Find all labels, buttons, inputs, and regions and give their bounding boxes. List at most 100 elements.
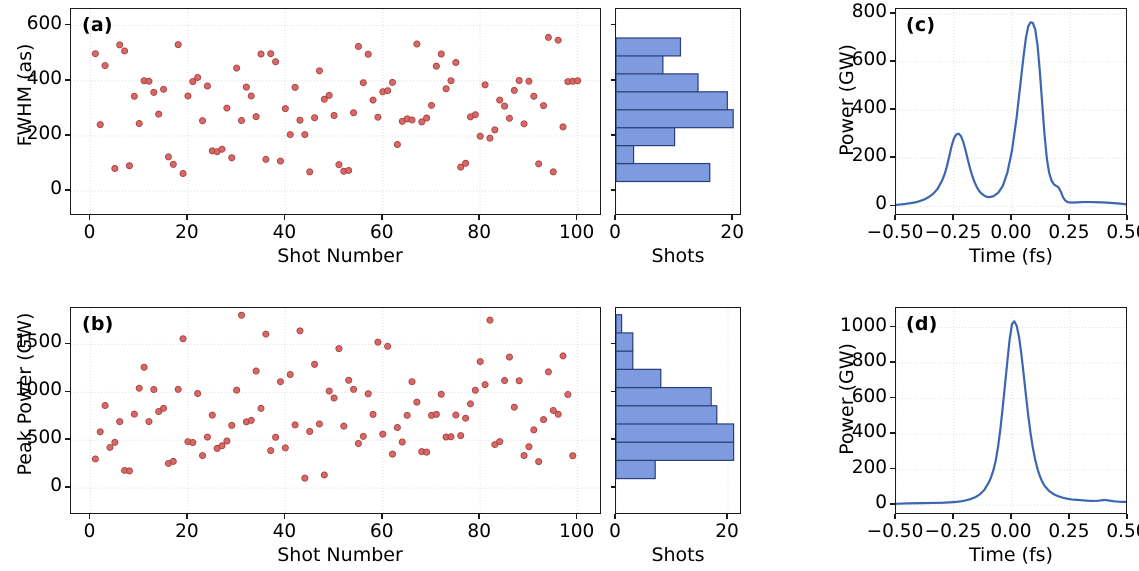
x-tick-label: 0.50	[1106, 521, 1139, 542]
x-tickmark	[380, 514, 383, 519]
y-tick-label: 400	[851, 97, 887, 119]
y-tickmark	[65, 438, 70, 441]
x-tick-label: −0.25	[924, 222, 982, 243]
x-tickmark	[1126, 215, 1128, 220]
x-tick-label: 40	[272, 222, 297, 243]
x-tick-label: −0.50	[866, 521, 924, 542]
x-tickmark	[1068, 215, 1070, 220]
panel-d-xlabel: Time (fs)	[969, 544, 1053, 566]
panel-b-plot-area	[70, 307, 601, 514]
x-tick-label: 0	[609, 222, 621, 243]
y-tick-label: 0	[875, 492, 887, 514]
panel-a-plot-area	[70, 8, 601, 215]
x-tickmark	[575, 514, 578, 519]
panel-a-label: (a)	[82, 14, 113, 36]
x-tick-label: 0	[609, 521, 621, 542]
x-tick-label: 0.50	[1106, 222, 1139, 243]
x-tick-label: 20	[720, 222, 744, 243]
y-tickmark	[890, 503, 895, 506]
x-tickmark	[1126, 514, 1128, 519]
x-tick-label: 40	[272, 521, 297, 542]
panel-d: (d) Power (GW) Time (fs) −0.50 −0.25 0.00 0…	[820, 285, 1139, 571]
x-tickmark	[731, 215, 733, 220]
x-tickmark	[614, 514, 616, 519]
x-tick-label: 80	[467, 222, 491, 243]
y-tick-label: 800	[851, 0, 887, 22]
y-tick-label: 200	[851, 456, 887, 478]
y-tick-label: 1500	[14, 331, 62, 353]
y-tickmark	[890, 467, 895, 470]
y-tickmark	[611, 134, 615, 136]
y-tickmark	[890, 361, 895, 363]
panel-a: (a) FWHM (as) Shot Number 0 20 40 60 80 100 0 2…	[0, 0, 601, 285]
panel-d-label: (d)	[906, 313, 938, 335]
x-tick-label: 0.00	[990, 222, 1032, 243]
x-tickmark	[894, 514, 896, 519]
x-tickmark	[726, 514, 728, 519]
panel-d-plot-area	[895, 307, 1127, 514]
y-tick-label: 0	[875, 193, 887, 215]
y-tick-label: 800	[851, 350, 887, 372]
x-tickmark	[283, 514, 286, 519]
panel-c-plot-area	[895, 8, 1127, 215]
y-tick-label: 0	[50, 178, 62, 200]
y-tickmark	[65, 390, 70, 393]
x-tick-label: 0.25	[1048, 222, 1090, 243]
x-tick-label: 0	[83, 521, 96, 542]
y-tick-label: 400	[26, 67, 62, 89]
x-tick-label: 20	[175, 222, 199, 243]
y-tick-label: 500	[26, 427, 62, 449]
y-tickmark	[611, 23, 615, 26]
x-tick-label: 60	[369, 521, 394, 542]
y-tickmark	[611, 438, 615, 441]
panel-c-xlabel: Time (fs)	[969, 245, 1053, 267]
x-tickmark	[614, 215, 616, 220]
y-tickmark	[611, 78, 615, 81]
y-tickmark	[65, 23, 70, 26]
panel-b-xlabel: Shot Number	[277, 544, 403, 566]
x-tickmark	[380, 215, 383, 220]
y-tickmark	[890, 108, 895, 110]
x-tickmark	[186, 514, 188, 519]
x-tick-label: 100	[558, 222, 595, 243]
y-tick-label: 400	[851, 421, 887, 443]
y-tickmark	[611, 390, 615, 393]
panel-b-hist: Shots 0 20	[600, 285, 820, 571]
panel-b-label: (b)	[82, 313, 114, 335]
panel-a-xlabel: Shot Number	[277, 245, 403, 267]
panel-b: (b) Peak Power (GW) Shot Number 0 20 40 60 8…	[0, 285, 601, 571]
x-tickmark	[894, 215, 896, 220]
panel-a-hist-plot-area	[615, 8, 741, 215]
x-tick-label: 80	[467, 521, 491, 542]
x-tickmark	[1068, 514, 1070, 519]
x-tickmark	[283, 215, 286, 220]
y-tickmark	[65, 189, 70, 191]
x-tick-label: 0.25	[1048, 521, 1090, 542]
x-tickmark	[186, 215, 188, 220]
y-tick-label: 0	[50, 475, 62, 497]
x-tickmark	[575, 215, 578, 220]
y-tickmark	[65, 486, 70, 488]
panel-a-hist: Shots 0 20	[600, 0, 820, 285]
x-tick-label: 0.00	[990, 521, 1032, 542]
x-tickmark	[478, 215, 480, 220]
panel-b-hist-plot-area	[615, 307, 741, 514]
panel-a-hist-xlabel: Shots	[651, 245, 705, 267]
panel-c: (c) Power (GW) Time (fs) −0.50 −0.25 0.00 0…	[820, 0, 1139, 285]
x-tick-label: 60	[369, 222, 394, 243]
x-tickmark	[952, 215, 954, 220]
x-tick-label: −0.50	[866, 222, 924, 243]
x-tickmark	[1010, 514, 1012, 519]
x-tick-label: −0.25	[924, 521, 982, 542]
y-tickmark	[65, 134, 70, 136]
y-tickmark	[890, 156, 895, 159]
y-tickmark	[65, 342, 70, 345]
x-tickmark	[1010, 215, 1012, 220]
x-tickmark	[478, 514, 480, 519]
y-tickmark	[890, 204, 895, 207]
x-tick-label: 20	[715, 521, 739, 542]
y-tickmark	[611, 342, 615, 345]
x-tick-label: 100	[558, 521, 595, 542]
y-tickmark	[611, 189, 615, 191]
y-tick-label: 600	[851, 48, 887, 70]
